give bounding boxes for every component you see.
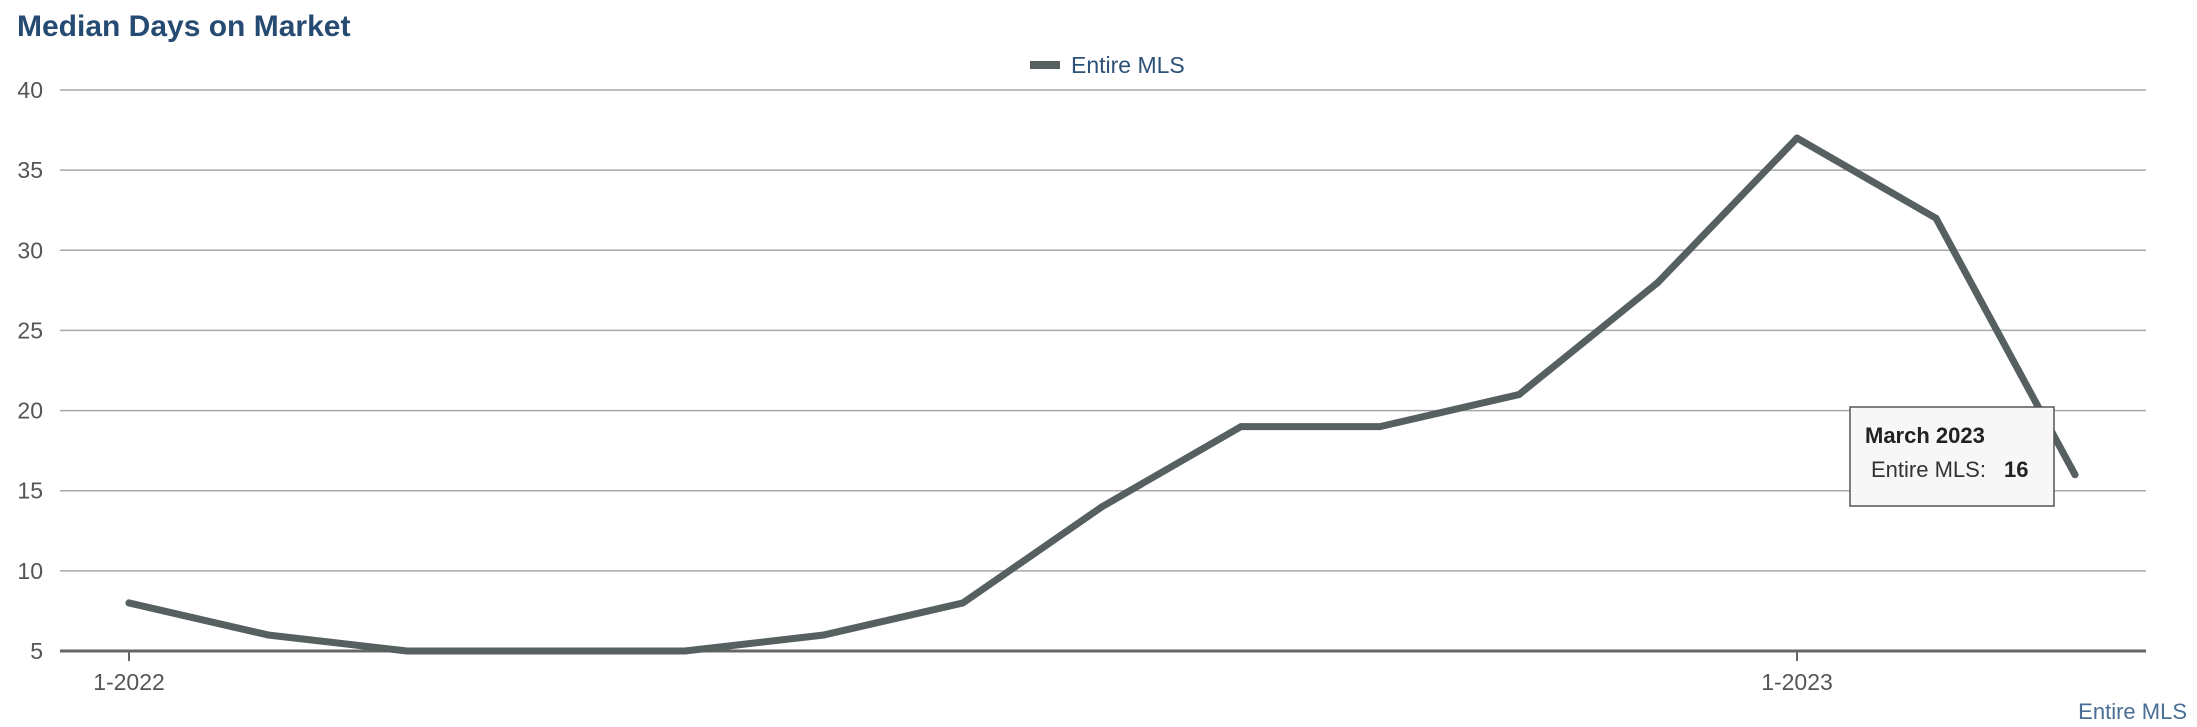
y-tick-label: 15 <box>17 478 43 504</box>
credit-label: Entire MLS <box>2078 699 2187 724</box>
y-tick-label: 20 <box>17 398 43 424</box>
y-tick-label: 10 <box>17 558 43 584</box>
y-tick-label: 35 <box>17 157 43 183</box>
data-point[interactable] <box>1932 214 1940 222</box>
y-tick-label: 5 <box>30 638 43 664</box>
data-point[interactable] <box>264 631 272 639</box>
tooltip-title: March 2023 <box>1865 423 1985 448</box>
data-point[interactable] <box>1793 134 1801 142</box>
tooltip: March 2023 Entire MLS: 16 <box>1849 406 2055 507</box>
legend-label: Entire MLS <box>1071 52 1185 78</box>
y-tick-label: 25 <box>17 317 43 343</box>
y-tick-label: 30 <box>17 237 43 263</box>
data-point[interactable] <box>959 599 967 607</box>
data-point[interactable] <box>125 599 133 607</box>
data-point[interactable] <box>2071 471 2079 479</box>
data-point[interactable] <box>1515 391 1523 399</box>
series-line-entire-mls[interactable] <box>125 134 2079 655</box>
tooltip-box <box>1849 406 2055 507</box>
data-point[interactable] <box>1376 423 1384 431</box>
x-tick-label: 1-2023 <box>1761 669 1833 695</box>
series-entire-mls[interactable] <box>125 134 2079 655</box>
data-point[interactable] <box>1098 503 1106 511</box>
data-point[interactable] <box>681 647 689 655</box>
y-tick-label: 40 <box>17 77 43 103</box>
x-axis-labels: 1-2022 1-2023 <box>93 669 1833 695</box>
tooltip-series-label: Entire MLS: <box>1871 457 1986 482</box>
data-point[interactable] <box>1654 278 1662 286</box>
legend-item-entire-mls[interactable]: Entire MLS <box>1030 52 1185 78</box>
y-axis-labels: 5 10 15 20 25 30 35 40 <box>17 77 43 664</box>
x-tick-label: 1-2022 <box>93 669 165 695</box>
chart-title: Median Days on Market <box>17 10 350 43</box>
data-point[interactable] <box>820 631 828 639</box>
gridlines <box>60 89 2146 661</box>
data-point[interactable] <box>542 647 550 655</box>
data-point[interactable] <box>403 647 411 655</box>
tooltip-value: 16 <box>2004 457 2028 482</box>
data-point[interactable] <box>1237 423 1245 431</box>
